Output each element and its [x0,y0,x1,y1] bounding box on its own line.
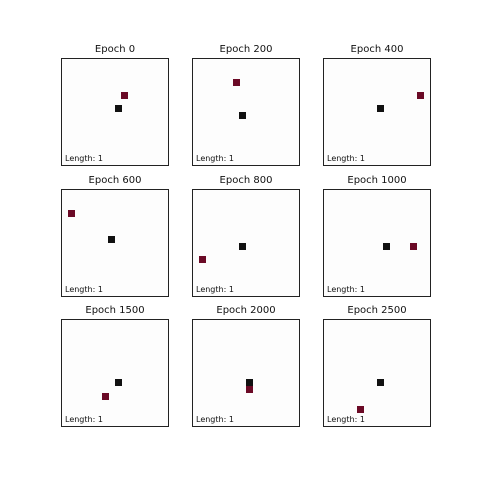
food-pellet [121,92,128,99]
panel-title: Epoch 800 [219,175,273,186]
food-pellet [199,256,206,263]
length-label: Length: 1 [65,415,103,424]
food-pellet [246,386,253,393]
length-label: Length: 1 [196,285,234,294]
game-board: Length: 1 [192,319,300,427]
food-pellet [357,406,364,413]
game-board: Length: 1 [61,58,169,166]
game-board: Length: 1 [323,189,431,297]
snake-segment [377,379,384,386]
panel-title: Epoch 200 [219,44,273,55]
snake-segment [383,243,390,250]
length-label: Length: 1 [327,285,365,294]
snake-segment [115,379,122,386]
game-board: Length: 1 [192,189,300,297]
snake-segment [246,379,253,386]
panel-title: Epoch 600 [88,175,142,186]
panel-title: Epoch 400 [350,44,404,55]
snake-segment [377,105,384,112]
snake-segment [115,105,122,112]
game-board: Length: 1 [192,58,300,166]
game-board: Length: 1 [323,319,431,427]
panel-title: Epoch 1500 [85,305,145,316]
food-pellet [233,79,240,86]
panel-title: Epoch 1000 [347,175,407,186]
food-pellet [417,92,424,99]
length-label: Length: 1 [65,285,103,294]
game-board: Length: 1 [323,58,431,166]
snake-segment [239,243,246,250]
panel-title: Epoch 2500 [347,305,407,316]
food-pellet [68,210,75,217]
length-label: Length: 1 [327,154,365,163]
food-pellet [102,393,109,400]
game-board: Length: 1 [61,319,169,427]
length-label: Length: 1 [65,154,103,163]
length-label: Length: 1 [327,415,365,424]
length-label: Length: 1 [196,154,234,163]
food-pellet [410,243,417,250]
snake-segment [239,112,246,119]
panel-title: Epoch 0 [94,44,136,55]
game-board: Length: 1 [61,189,169,297]
length-label: Length: 1 [196,415,234,424]
panel-title: Epoch 2000 [216,305,276,316]
snake-segment [108,236,115,243]
